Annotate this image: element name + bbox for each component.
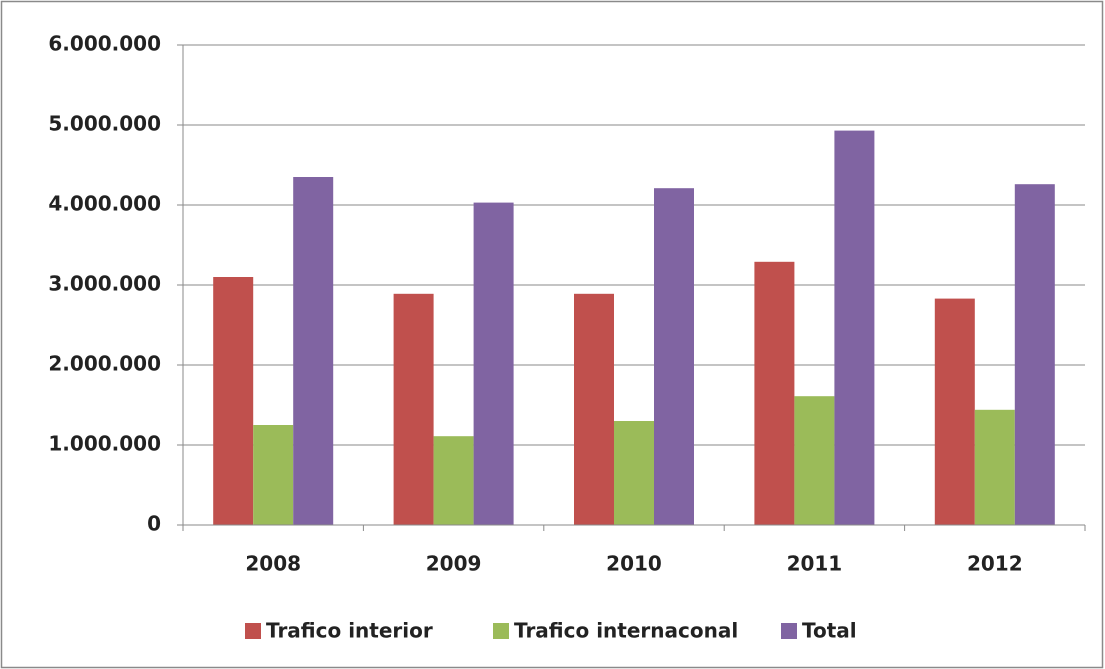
legend-swatch xyxy=(781,623,797,639)
bar xyxy=(473,202,514,525)
bar xyxy=(614,421,654,525)
legend-label: Trafico interior xyxy=(266,619,433,643)
bar xyxy=(974,409,1015,525)
legend-swatch xyxy=(245,623,261,639)
legend-label: Total xyxy=(802,619,857,643)
bar xyxy=(253,425,294,525)
x-tick-label: 2010 xyxy=(606,552,662,576)
bar xyxy=(1014,184,1055,525)
bar xyxy=(393,293,434,525)
bar xyxy=(794,396,835,525)
x-tick-label: 2008 xyxy=(245,552,301,576)
y-tick-label: 3.000.000 xyxy=(48,272,161,296)
x-tick-label: 2009 xyxy=(426,552,482,576)
bar xyxy=(754,261,795,525)
bar xyxy=(433,436,474,525)
y-tick-label: 0 xyxy=(147,512,161,536)
bar xyxy=(574,293,614,525)
bar xyxy=(934,298,975,525)
x-tick-label: 2012 xyxy=(967,552,1023,576)
y-tick-label: 6.000.000 xyxy=(48,32,161,56)
bar xyxy=(834,130,875,525)
bar xyxy=(654,188,694,525)
y-tick-label: 1.000.000 xyxy=(48,432,161,456)
y-tick-label: 4.000.000 xyxy=(48,192,161,216)
x-tick-label: 2011 xyxy=(787,552,843,576)
legend-label: Trafico internaconal xyxy=(514,619,738,643)
y-tick-label: 5.000.000 xyxy=(48,112,161,136)
bar xyxy=(213,277,254,525)
legend-swatch xyxy=(493,623,509,639)
bar xyxy=(293,177,334,525)
y-tick-label: 2.000.000 xyxy=(48,352,161,376)
